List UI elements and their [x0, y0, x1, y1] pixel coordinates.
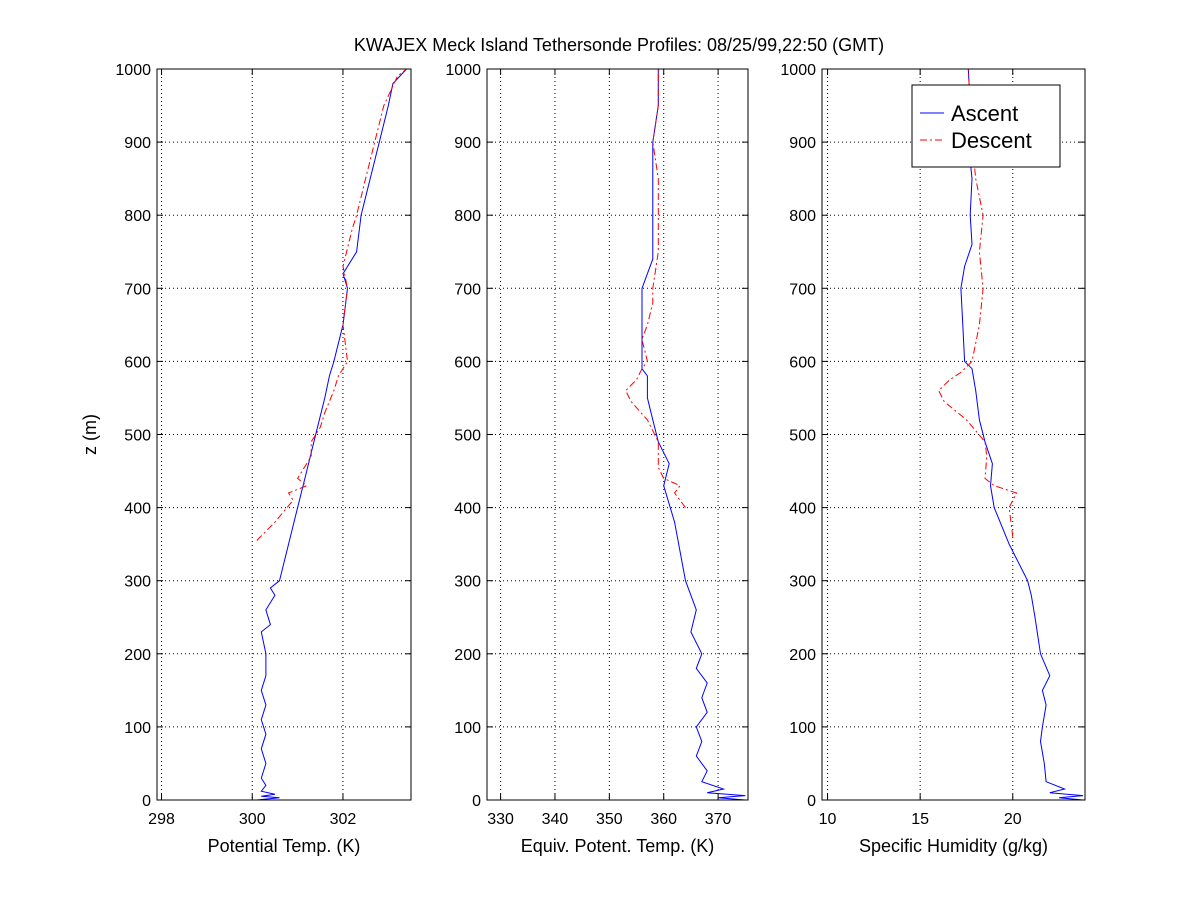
axes-frame [821, 68, 1086, 801]
y-tick-label: 100 [454, 720, 481, 737]
y-tick-label: 700 [124, 281, 151, 298]
panel-3: 0 100 200 300 400 500 600 700 800 900 1000 10 15 20 Sp… [780, 62, 1086, 856]
x-tick-label: 350 [596, 811, 623, 828]
series-line-ascent [188, 68, 407, 801]
x-tick-label: 10 [819, 811, 837, 828]
series-line-ascent [901, 68, 1084, 801]
y-tick-label: 200 [454, 647, 481, 664]
y-tick-label: 1000 [780, 62, 816, 79]
y-tick-label: 200 [789, 647, 816, 664]
series-line-descent [256, 68, 407, 541]
y-tick-label: 500 [789, 428, 816, 445]
x-tick-label: 300 [239, 811, 266, 828]
x-tick-label: 330 [487, 811, 514, 828]
y-tick-label: 1000 [115, 62, 151, 79]
x-tick-label: 298 [148, 811, 175, 828]
y-tick-label: 900 [124, 135, 151, 152]
y-tick-label: 800 [124, 208, 151, 225]
y-tick-label: 300 [454, 574, 481, 591]
y-tick-label: 800 [789, 208, 816, 225]
y-tick-label: 0 [142, 793, 151, 810]
y-tick-label: 700 [454, 281, 481, 298]
y-tick-label: 600 [789, 354, 816, 371]
y-tick-label: 100 [124, 720, 151, 737]
y-tick-label: 800 [454, 208, 481, 225]
x-tick-label: 370 [705, 811, 732, 828]
legend-label-ascent: Ascent [951, 101, 1018, 126]
x-axis-label: Equiv. Potent. Temp. (K) [521, 836, 714, 856]
y-axis-label: z (m) [80, 414, 100, 455]
y-tick-label: 100 [789, 720, 816, 737]
y-tick-label: 900 [789, 135, 816, 152]
legend-label-descent: Descent [951, 128, 1032, 153]
series-line-ascent [565, 69, 746, 801]
y-tick-label: 900 [454, 135, 481, 152]
panel-2: 0 100 200 300 400 500 600 700 800 900 1000 330 340 35… [445, 62, 749, 856]
y-tick-label: 700 [789, 281, 816, 298]
y-tick-label: 200 [124, 647, 151, 664]
y-tick-label: 300 [124, 574, 151, 591]
figure-title: KWAJEX Meck Island Tethersonde Profiles:… [354, 35, 884, 55]
x-tick-label: 302 [330, 811, 357, 828]
y-tick-label: 400 [789, 501, 816, 518]
x-tick-label: 15 [911, 811, 929, 828]
y-tick-label: 600 [454, 354, 481, 371]
legend-box [911, 84, 1061, 168]
y-tick-label: 400 [454, 501, 481, 518]
y-tick-label: 0 [807, 793, 816, 810]
axes-frame [156, 68, 412, 801]
x-tick-label: 20 [1004, 811, 1022, 828]
y-tick-label: 500 [124, 428, 151, 445]
x-tick-label: 360 [650, 811, 677, 828]
y-tick-label: 500 [454, 428, 481, 445]
x-axis-label: Potential Temp. (K) [208, 836, 361, 856]
y-tick-label: 0 [472, 793, 481, 810]
x-axis-label: Specific Humidity (g/kg) [859, 836, 1048, 856]
y-tick-label: 600 [124, 354, 151, 371]
y-tick-label: 300 [789, 574, 816, 591]
panel-1: 0 100 200 300 400 500 600 700 800 900 1000 298 300 30… [80, 62, 412, 856]
x-tick-label: 340 [542, 811, 569, 828]
series-line-descent [625, 69, 686, 508]
axes-frame [486, 68, 749, 801]
y-tick-label: 400 [124, 501, 151, 518]
y-tick-label: 1000 [445, 62, 481, 79]
